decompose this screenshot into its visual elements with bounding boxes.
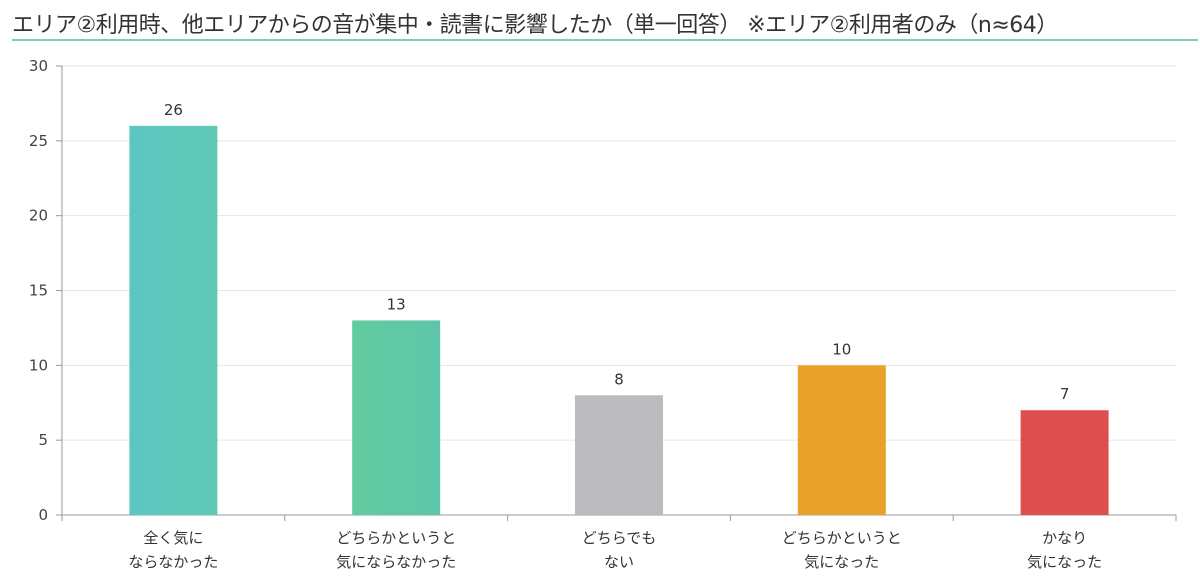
- y-tick-label: 30: [29, 57, 48, 75]
- y-tick-label: 0: [38, 506, 48, 524]
- x-category-label: どちらかというと: [336, 529, 456, 547]
- x-category-label: どちらかというと: [782, 529, 902, 547]
- title-bar: エリア②利用時、他エリアからの音が集中・読書に影響したか（単一回答） ※エリア②…: [0, 0, 1200, 44]
- bar: [797, 365, 886, 515]
- y-tick-label: 15: [29, 282, 48, 300]
- bar: [352, 320, 441, 515]
- data-label: 13: [387, 295, 406, 313]
- data-label: 10: [832, 340, 851, 358]
- x-category-label: 気にならなかった: [336, 553, 456, 571]
- y-tick-label: 5: [38, 431, 48, 449]
- x-category-label: 全く気に: [143, 529, 203, 547]
- data-label: 8: [614, 370, 624, 388]
- x-category-label: ない: [604, 553, 634, 571]
- bar: [575, 395, 663, 515]
- data-label: 7: [1060, 385, 1070, 403]
- chart-title: エリア②利用時、他エリアからの音が集中・読書に影響したか（単一回答） ※エリア②…: [12, 13, 1058, 38]
- x-category-label: 気になった: [1027, 553, 1102, 571]
- x-category-label: 気になった: [804, 553, 879, 571]
- y-tick-label: 20: [29, 207, 48, 225]
- x-category-label: かなり: [1042, 529, 1087, 547]
- data-label: 26: [164, 101, 183, 119]
- y-tick-label: 10: [29, 356, 48, 374]
- title-underline: [12, 39, 1198, 41]
- y-tick-label: 25: [29, 132, 48, 150]
- x-category-label: どちらでも: [582, 529, 657, 547]
- x-category-label: ならなかった: [128, 553, 218, 571]
- bar: [1020, 410, 1109, 515]
- bar: [129, 125, 218, 515]
